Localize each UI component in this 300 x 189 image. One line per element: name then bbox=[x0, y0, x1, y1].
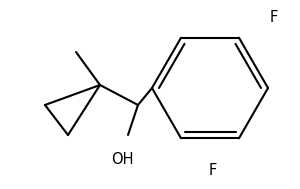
Text: F: F bbox=[209, 163, 217, 178]
Text: F: F bbox=[270, 11, 278, 26]
Text: OH: OH bbox=[111, 152, 133, 167]
